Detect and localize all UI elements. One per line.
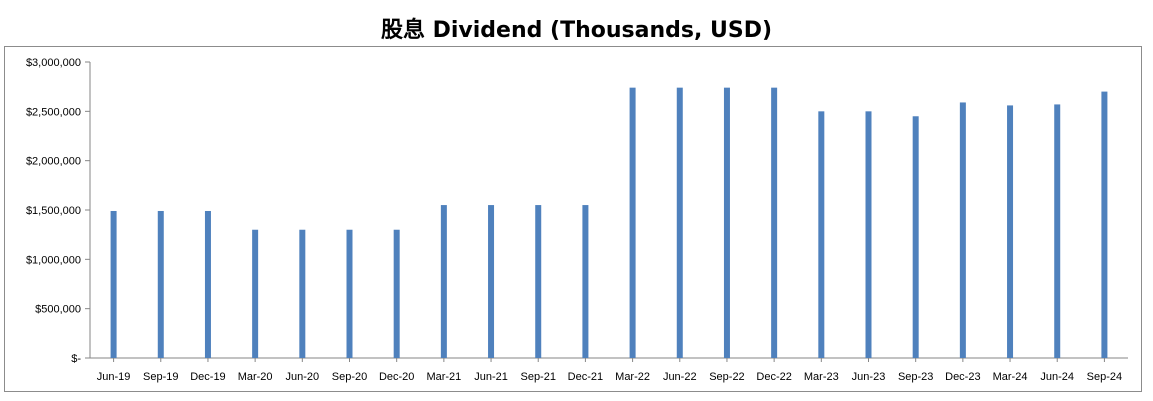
bar-jun-20	[299, 229, 306, 358]
chart-title: 股息 Dividend (Thousands, USD)	[380, 18, 773, 43]
x-tick-label: Jun-23	[852, 371, 886, 383]
bar-mar-20	[252, 229, 259, 358]
x-tick-label: Jun-19	[97, 371, 131, 383]
x-tick-label: Sep-21	[520, 371, 555, 383]
x-tick-label: Sep-24	[1087, 371, 1122, 383]
bar-sep-20	[346, 229, 353, 358]
bar-jun-23	[865, 111, 872, 358]
x-tick-label: Sep-20	[332, 371, 367, 383]
bar-mar-24	[1007, 105, 1014, 358]
y-tick-label: $500,000	[35, 304, 81, 316]
y-tick-label: $2,500,000	[26, 106, 81, 118]
bar-mar-22	[629, 87, 636, 359]
bar-mar-21	[440, 205, 447, 358]
x-tick-label: Jun-21	[474, 371, 508, 383]
bar-jun-22	[676, 87, 683, 359]
bar-sep-24	[1101, 91, 1108, 358]
x-tick-label: Mar-21	[426, 371, 461, 383]
x-tick-label: Sep-22	[709, 371, 744, 383]
x-tick-label: Dec-20	[379, 371, 414, 383]
bar-dec-23	[959, 102, 966, 358]
bar-sep-19	[157, 210, 164, 358]
x-tick-label: Dec-21	[568, 371, 603, 383]
y-tick-label: $-	[71, 353, 81, 365]
x-tick-label: Sep-19	[143, 371, 178, 383]
bar-sep-23	[912, 116, 919, 359]
bar-mar-23	[818, 111, 825, 358]
chart-frame	[4, 46, 1142, 392]
y-tick-label: $1,500,000	[26, 205, 81, 217]
y-tick-label: $2,000,000	[26, 156, 81, 168]
bar-dec-20	[393, 229, 400, 358]
bar-sep-21	[535, 205, 542, 358]
x-tick-label: Jun-20	[285, 371, 319, 383]
x-tick-label: Dec-22	[756, 371, 791, 383]
x-tick-label: Mar-24	[993, 371, 1028, 383]
bar-jun-19	[110, 210, 117, 358]
x-tick-label: Mar-20	[238, 371, 273, 383]
y-tick-label: $3,000,000	[26, 57, 81, 69]
x-tick-label: Mar-23	[804, 371, 839, 383]
y-tick-label: $1,000,000	[26, 254, 81, 266]
x-tick-label: Jun-24	[1040, 371, 1074, 383]
bar-jun-24	[1054, 104, 1061, 358]
x-tick-label: Dec-19	[190, 371, 225, 383]
bar-sep-22	[723, 87, 730, 359]
bar-dec-19	[204, 210, 211, 358]
x-tick-label: Sep-23	[898, 371, 933, 383]
x-tick-label: Dec-23	[945, 371, 980, 383]
x-tick-label: Mar-22	[615, 371, 650, 383]
bar-jun-21	[488, 205, 495, 358]
x-tick-label: Jun-22	[663, 371, 697, 383]
bar-dec-21	[582, 205, 589, 358]
bar-dec-22	[771, 87, 778, 359]
